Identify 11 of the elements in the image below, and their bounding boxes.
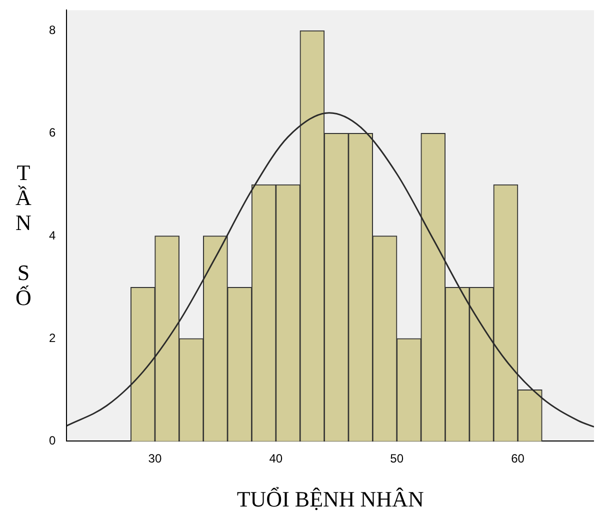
y-tick-label: 2 [48, 330, 56, 345]
y-tick-label: 0 [48, 434, 56, 448]
y-tick-label: 8 [48, 23, 56, 38]
y-tick-label: 6 [48, 126, 56, 140]
x-tick-label: 50 [390, 452, 404, 466]
x-tick-label: 30 [148, 452, 162, 466]
x-tick-label: 60 [511, 452, 525, 466]
x-axis-title: TUỔI BỆNH NHÂN [236, 486, 424, 512]
x-tick-label: 40 [269, 452, 283, 466]
y-tick-label: 4 [48, 228, 56, 242]
y-axis-title: TẦN SỐ [11, 160, 36, 310]
